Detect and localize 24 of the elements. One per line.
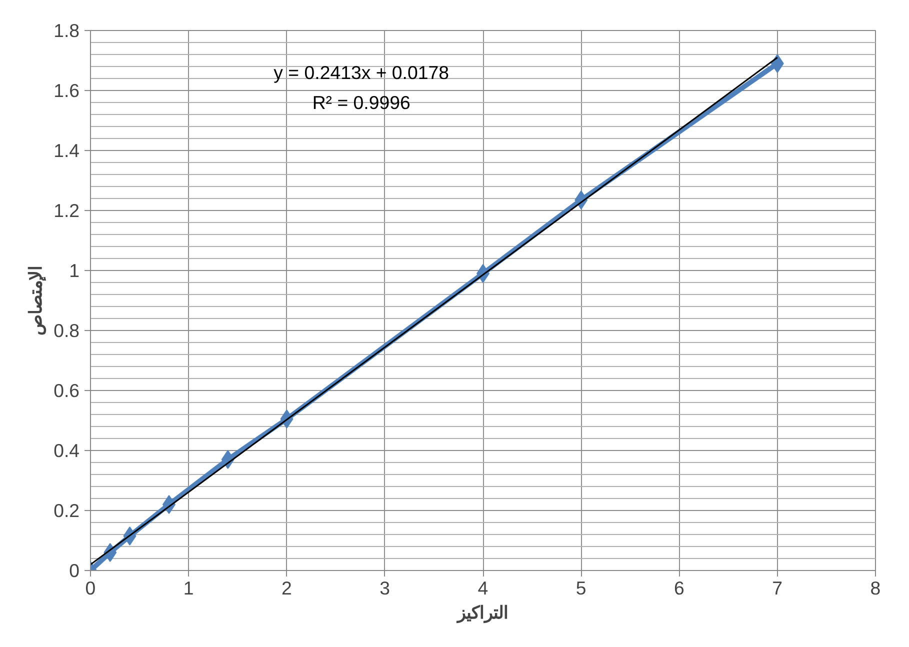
annotation: y = 0.2413x + 0.0178 <box>274 62 449 83</box>
y-tick-label: 1 <box>69 260 80 281</box>
x-axis-title: التراكيز <box>456 602 508 624</box>
x-tick-label: 1 <box>183 578 194 598</box>
y-tick-label: 1.6 <box>54 80 80 101</box>
x-tick-label: 4 <box>478 578 488 598</box>
x-tick-label: 2 <box>282 578 292 598</box>
x-tick-label: 7 <box>772 578 783 598</box>
y-tick-label: 1.4 <box>54 140 80 161</box>
annotation: R² = 0.9996 <box>312 92 410 113</box>
y-tick-label: 1.2 <box>54 200 80 221</box>
y-tick-label: 0.8 <box>54 320 80 341</box>
x-tick-label: 3 <box>380 578 390 598</box>
y-tick-label: 1.8 <box>54 20 80 41</box>
x-tick-label: 8 <box>870 578 881 598</box>
x-tick-label: 5 <box>576 578 586 598</box>
x-tick-label: 0 <box>85 578 96 598</box>
y-tick-label: 0.4 <box>54 440 80 461</box>
x-tick-label: 6 <box>674 578 684 598</box>
y-axis-title: الإمتصاص <box>26 266 47 336</box>
point <box>770 54 784 73</box>
y-tick-label: 0.2 <box>54 500 80 521</box>
y-tick-label: 0.6 <box>54 380 80 401</box>
y-tick-label: 0 <box>69 560 80 581</box>
